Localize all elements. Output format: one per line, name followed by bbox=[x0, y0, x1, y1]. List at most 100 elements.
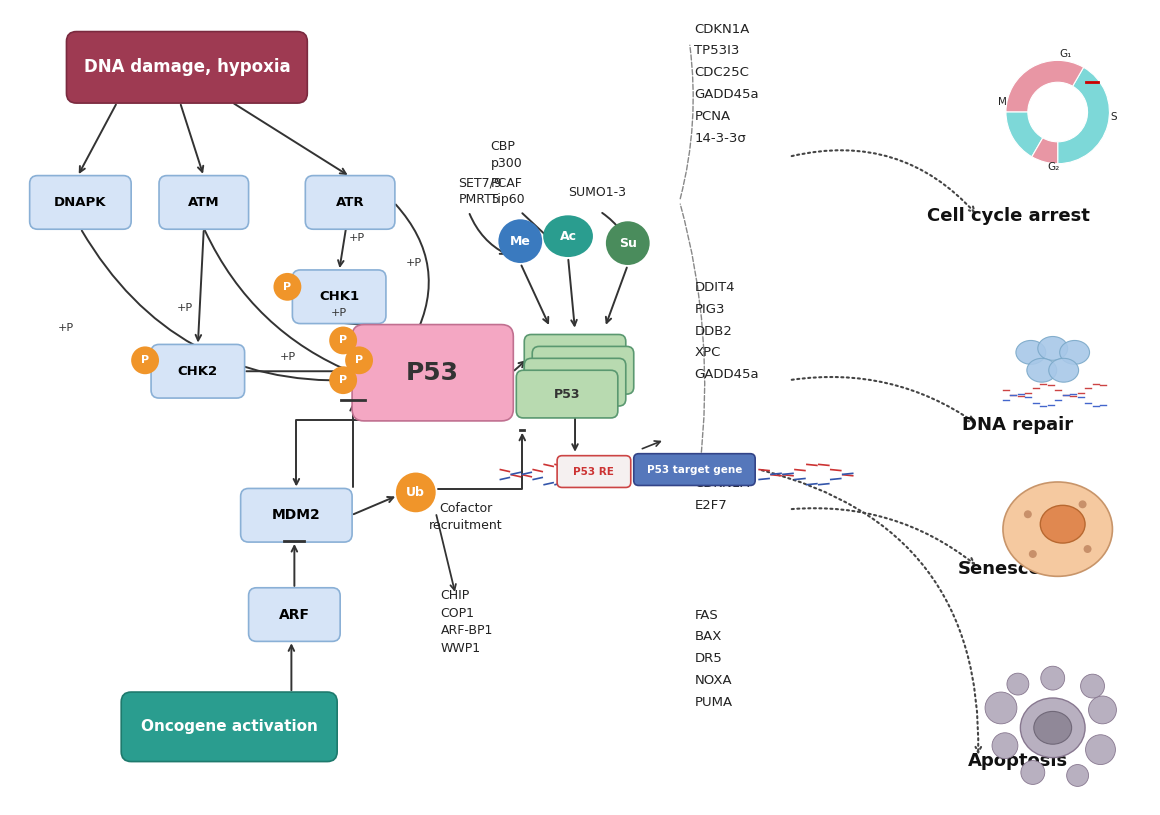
Text: P53 RE: P53 RE bbox=[573, 466, 615, 477]
Text: WWP1: WWP1 bbox=[441, 642, 480, 655]
Wedge shape bbox=[1006, 112, 1043, 156]
Text: +P: +P bbox=[280, 352, 296, 363]
FancyBboxPatch shape bbox=[353, 324, 514, 421]
Ellipse shape bbox=[1016, 341, 1046, 364]
Text: CDKN1A: CDKN1A bbox=[695, 478, 749, 491]
Circle shape bbox=[329, 366, 357, 394]
Text: +P: +P bbox=[406, 258, 422, 268]
Text: SUMO1-3: SUMO1-3 bbox=[568, 187, 626, 200]
Text: PMRT5: PMRT5 bbox=[458, 193, 500, 206]
Text: NOXA: NOXA bbox=[695, 674, 732, 687]
Text: PCAF: PCAF bbox=[491, 177, 522, 190]
Circle shape bbox=[1088, 696, 1116, 724]
Circle shape bbox=[1029, 550, 1037, 558]
Text: P53: P53 bbox=[553, 388, 580, 401]
FancyBboxPatch shape bbox=[66, 32, 307, 103]
Wedge shape bbox=[1032, 138, 1058, 164]
Ellipse shape bbox=[1034, 711, 1072, 744]
Text: ARF: ARF bbox=[278, 607, 310, 622]
Wedge shape bbox=[1006, 60, 1083, 112]
Circle shape bbox=[1021, 760, 1045, 784]
Text: GADD45a: GADD45a bbox=[695, 88, 759, 101]
Text: P53 target gene: P53 target gene bbox=[647, 465, 742, 474]
FancyBboxPatch shape bbox=[516, 370, 618, 418]
Text: G₂: G₂ bbox=[1047, 161, 1060, 172]
Text: P: P bbox=[283, 282, 291, 292]
Circle shape bbox=[985, 692, 1017, 724]
Text: Ac: Ac bbox=[559, 230, 577, 243]
Ellipse shape bbox=[1021, 698, 1085, 758]
Text: P: P bbox=[339, 375, 347, 385]
Circle shape bbox=[992, 733, 1017, 759]
Text: +P: +P bbox=[58, 323, 73, 333]
Text: DDIT4: DDIT4 bbox=[695, 281, 735, 293]
Circle shape bbox=[1081, 674, 1104, 698]
FancyBboxPatch shape bbox=[30, 175, 131, 229]
Circle shape bbox=[1086, 735, 1116, 764]
Text: M: M bbox=[998, 97, 1007, 107]
FancyBboxPatch shape bbox=[524, 334, 625, 382]
Text: CHIP: CHIP bbox=[441, 588, 470, 601]
Circle shape bbox=[606, 222, 650, 265]
Text: DDB2: DDB2 bbox=[695, 324, 732, 337]
Ellipse shape bbox=[1027, 359, 1057, 382]
Ellipse shape bbox=[1038, 337, 1067, 360]
Text: P53: P53 bbox=[570, 363, 596, 377]
Circle shape bbox=[346, 346, 374, 374]
Text: p300: p300 bbox=[491, 156, 522, 170]
Text: GADD45a: GADD45a bbox=[695, 368, 759, 381]
Text: DNAPK: DNAPK bbox=[55, 196, 107, 209]
Text: TP53I3: TP53I3 bbox=[695, 45, 740, 57]
Text: S: S bbox=[1110, 112, 1117, 122]
Text: CDKN1A: CDKN1A bbox=[695, 23, 749, 36]
Text: Tip60: Tip60 bbox=[491, 193, 525, 206]
Ellipse shape bbox=[1041, 505, 1085, 543]
Text: ATR: ATR bbox=[335, 196, 364, 209]
Text: CBP: CBP bbox=[491, 139, 515, 152]
FancyBboxPatch shape bbox=[159, 175, 248, 229]
Text: Cofactor
recruitment: Cofactor recruitment bbox=[429, 502, 502, 532]
Text: FAS: FAS bbox=[695, 609, 718, 622]
Text: CHK1: CHK1 bbox=[319, 290, 360, 303]
Text: PUMA: PUMA bbox=[695, 696, 733, 709]
Text: PIG3: PIG3 bbox=[695, 302, 725, 315]
Text: 14-3-3σ: 14-3-3σ bbox=[695, 132, 746, 145]
FancyBboxPatch shape bbox=[524, 359, 625, 406]
Wedge shape bbox=[1058, 68, 1109, 164]
Text: P53: P53 bbox=[406, 361, 459, 385]
FancyBboxPatch shape bbox=[240, 488, 353, 542]
Text: SET7/9: SET7/9 bbox=[458, 177, 502, 190]
FancyBboxPatch shape bbox=[557, 456, 631, 487]
FancyBboxPatch shape bbox=[121, 692, 338, 761]
Text: PCNA: PCNA bbox=[695, 110, 731, 123]
Text: G₁: G₁ bbox=[1059, 50, 1072, 59]
Circle shape bbox=[396, 473, 436, 513]
Text: +P: +P bbox=[177, 302, 193, 313]
FancyBboxPatch shape bbox=[292, 270, 386, 324]
Text: P53: P53 bbox=[561, 352, 588, 365]
Circle shape bbox=[1079, 500, 1087, 509]
FancyBboxPatch shape bbox=[532, 346, 633, 394]
Circle shape bbox=[131, 346, 159, 374]
Text: +P: +P bbox=[332, 307, 347, 318]
FancyBboxPatch shape bbox=[248, 588, 340, 641]
Text: Su: Su bbox=[618, 236, 637, 249]
Text: Oncogene activation: Oncogene activation bbox=[140, 720, 318, 734]
Text: P: P bbox=[339, 336, 347, 346]
Text: Ub: Ub bbox=[406, 486, 426, 499]
FancyBboxPatch shape bbox=[633, 454, 755, 486]
Text: MDM2: MDM2 bbox=[271, 509, 320, 522]
Ellipse shape bbox=[543, 215, 593, 257]
Ellipse shape bbox=[1060, 341, 1089, 364]
Text: CDC25C: CDC25C bbox=[695, 66, 749, 79]
Text: P: P bbox=[355, 355, 363, 365]
Text: COP1: COP1 bbox=[441, 606, 474, 619]
Text: CHK2: CHK2 bbox=[177, 365, 218, 377]
Circle shape bbox=[274, 273, 302, 301]
Text: P: P bbox=[142, 355, 150, 365]
Circle shape bbox=[1024, 510, 1032, 518]
Circle shape bbox=[1067, 764, 1088, 786]
Text: BAX: BAX bbox=[695, 630, 722, 643]
Text: Apoptosis: Apoptosis bbox=[967, 751, 1068, 769]
Text: ATM: ATM bbox=[188, 196, 219, 209]
